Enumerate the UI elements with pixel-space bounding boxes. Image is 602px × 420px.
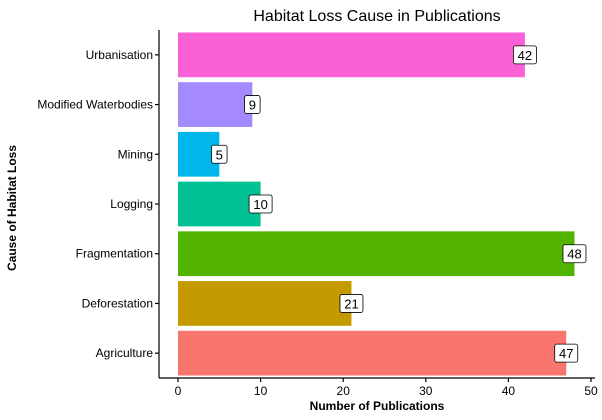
x-tick-label: 10 [254,384,268,398]
data-label-box-agriculture [554,343,579,363]
data-label-mining: 5 [216,147,223,162]
data-label-logging: 10 [253,197,267,212]
data-label-fragmentation: 48 [567,247,581,262]
bar-urbanisation [178,32,525,78]
x-axis-title: Number of Publications [310,399,445,413]
plot-area: 0 10 20 30 40 50 Agriculture 47 Deforestation 21 F… [37,30,598,398]
y-tick-label-mining: Mining [118,147,153,161]
bar-deforestation [178,281,352,326]
data-label-agriculture: 47 [559,346,573,361]
y-axis-title: Cause of Habitat Loss [5,145,19,271]
data-label-deforestation: 21 [344,296,358,311]
y-tick-label-urbanisation: Urbanisation [86,48,153,62]
y-tick-label-logging: Logging [110,197,153,211]
data-label-modified-waterbodies: 9 [249,98,256,113]
y-tick-label-fragmentation: Fragmentation [76,247,153,261]
data-label-box-fragmentation [562,244,587,264]
x-tick-label: 0 [175,384,182,398]
x-tick-label: 40 [502,384,516,398]
x-tick-label: 20 [337,384,351,398]
y-tick-label-modified-waterbodies: Modified Waterbodies [37,98,153,112]
bar-fragmentation [178,231,575,277]
bar-agriculture [178,330,567,376]
data-label-box-logging [248,194,273,214]
y-tick-label-agriculture: Agriculture [96,346,154,360]
chart-title: Habitat Loss Cause in Publications [253,8,500,25]
data-label-box-deforestation [339,294,364,313]
data-label-box-mining [211,144,228,164]
bar-modified-waterbodies [178,82,253,127]
data-label-box-modified-waterbodies [244,95,261,114]
data-label-urbanisation: 42 [518,48,532,63]
bar-logging [178,181,261,227]
data-label-box-urbanisation [513,45,537,65]
x-tick-label: 50 [584,384,598,398]
y-tick-label-deforestation: Deforestation [82,296,153,310]
x-tick-label: 30 [419,384,433,398]
